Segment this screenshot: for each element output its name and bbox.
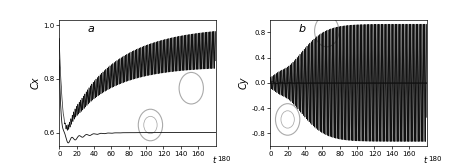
Text: b: b (299, 24, 306, 34)
Y-axis label: Cx: Cx (30, 77, 40, 89)
Text: 180: 180 (428, 156, 442, 162)
Y-axis label: Cy: Cy (239, 77, 249, 89)
Text: t: t (212, 156, 216, 164)
Text: a: a (87, 24, 94, 34)
Text: 180: 180 (217, 156, 231, 162)
Text: t: t (423, 156, 427, 164)
